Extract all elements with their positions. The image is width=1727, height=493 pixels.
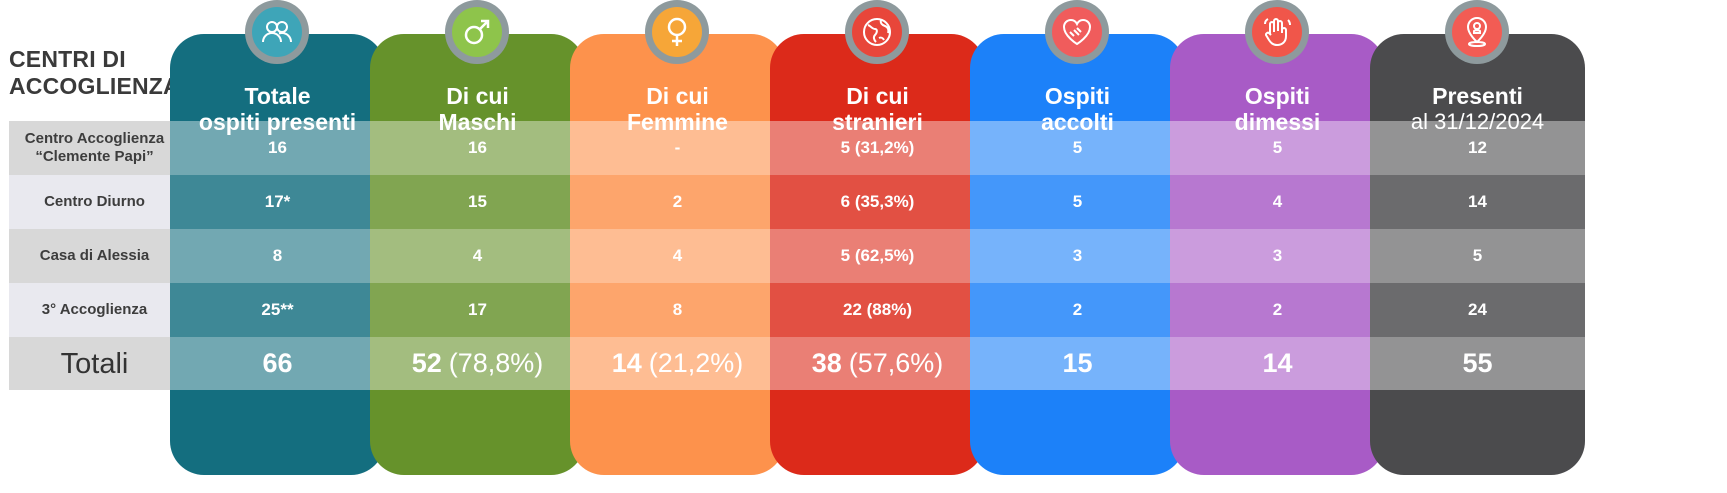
badge-location-pin-icon: [1445, 0, 1509, 64]
location-pin-icon: [1452, 7, 1502, 57]
column-maschi: Di cui Maschi 16 15 4 17 52 (78,8%): [370, 34, 585, 475]
column-header: Totale ospiti presenti: [170, 64, 385, 154]
table-cell: 16: [370, 121, 585, 175]
table-cell: 3: [970, 229, 1185, 283]
column-header: Ospiti dimessi: [1170, 64, 1385, 154]
total-value: 55: [1462, 348, 1493, 378]
total-value: 14: [611, 348, 642, 378]
people-icon: [252, 7, 302, 57]
badge-globe-icon: [845, 0, 909, 64]
total-value: 15: [1062, 348, 1093, 378]
column-header-line2: al 31/12/2024: [1410, 109, 1545, 134]
column-header-line2: stranieri: [832, 109, 923, 135]
total-cell: 14: [1170, 337, 1385, 390]
table-cell: 12: [1370, 121, 1585, 175]
row-label: 3° Accoglienza: [9, 283, 180, 337]
total-percentage: (78,8%): [448, 348, 544, 378]
column-header: Ospiti accolti: [970, 64, 1185, 154]
male-symbol-icon: [452, 7, 502, 57]
badge-handshake-heart-icon: [1045, 0, 1109, 64]
column-header-line1: Ospiti: [1244, 83, 1311, 109]
column-header-line1: Ospiti: [1044, 83, 1111, 109]
column-header-line1: Di cui: [846, 83, 909, 109]
total-value: 52: [411, 348, 442, 378]
page-title: CENTRI DI ACCOGLIENZA: [9, 46, 180, 99]
total-percentage: (21,2%): [648, 348, 744, 378]
row-label-totali: Totali: [9, 337, 180, 390]
total-value: 38: [811, 348, 842, 378]
table-cell: 5 (62,5%): [770, 229, 985, 283]
table-cell: 25**: [170, 283, 385, 337]
column-header-line2: Femmine: [627, 109, 728, 135]
column-femmine: Di cui Femmine -2 4 8 14 (21,2%): [570, 34, 785, 475]
total-value: 14: [1262, 348, 1293, 378]
column-header: Di cui Femmine: [570, 64, 785, 154]
column-header-line1: Presenti: [1432, 83, 1523, 109]
total-cell: 15: [970, 337, 1185, 390]
column-header-line1: Di cui: [446, 83, 509, 109]
column-header-line2: dimessi: [1234, 109, 1321, 135]
column-dimessi: Ospiti dimessi 5 4 3 2 14: [1170, 34, 1385, 475]
table-cell: 4: [570, 229, 785, 283]
total-cell: 38 (57,6%): [770, 337, 985, 390]
table-cell: 5: [1170, 121, 1385, 175]
female-symbol-icon: [652, 7, 702, 57]
table-cell: 8: [570, 283, 785, 337]
table-cell: 4: [370, 229, 585, 283]
total-cell: 66: [170, 337, 385, 390]
table-cell: 24: [1370, 283, 1585, 337]
waving-hand-icon: [1252, 7, 1302, 57]
table-cell: 5 (31,2%): [770, 121, 985, 175]
table-cell: 3: [1170, 229, 1385, 283]
column-header-line2: Maschi: [438, 109, 517, 135]
table-cell: 2: [970, 283, 1185, 337]
table-cell: 16: [170, 121, 385, 175]
table-cell: 14: [1370, 175, 1585, 229]
column-header: Di cui Maschi: [370, 64, 585, 154]
table-cell: -: [570, 121, 785, 175]
column-header-line1: Di cui: [646, 83, 709, 109]
table-cell: 4: [1170, 175, 1385, 229]
badge-people-icon: [245, 0, 309, 64]
total-value: 66: [262, 348, 293, 378]
globe-icon: [852, 7, 902, 57]
total-percentage: (57,6%): [848, 348, 944, 378]
column-stranieri: Di cui stranieri 5 (31,2%) 6 (35,3%) 5 (62,5…: [770, 34, 985, 475]
table-cell: 15: [370, 175, 585, 229]
table-cell: 17*: [170, 175, 385, 229]
badge-male-symbol-icon: [445, 0, 509, 64]
column-presenti: Presenti al 31/12/2024 12 14 5 24 55: [1370, 34, 1585, 475]
table-cell: 8: [170, 229, 385, 283]
total-cell: 55: [1370, 337, 1585, 390]
column-header: Presenti al 31/12/2024: [1370, 64, 1585, 154]
table-cell: 5: [1370, 229, 1585, 283]
table-cell: 22 (88%): [770, 283, 985, 337]
handshake-heart-icon: [1052, 7, 1102, 57]
badge-female-symbol-icon: [645, 0, 709, 64]
total-cell: 14 (21,2%): [570, 337, 785, 390]
table-cell: 5: [970, 121, 1185, 175]
column-header: Di cui stranieri: [770, 64, 985, 154]
column-header-line2: accolti: [1041, 109, 1114, 135]
column-header-line1: Totale: [244, 83, 311, 109]
row-label: Centro Accoglienza “Clemente Papi”: [9, 121, 180, 175]
column-accolti: Ospiti accolti 5 5 3 2 15: [970, 34, 1185, 475]
column-header-line2: ospiti presenti: [198, 109, 357, 135]
table-cell: 2: [1170, 283, 1385, 337]
table-cell: 17: [370, 283, 585, 337]
badge-waving-hand-icon: [1245, 0, 1309, 64]
table-cell: 6 (35,3%): [770, 175, 985, 229]
row-label: Centro Diurno: [9, 175, 180, 229]
total-cell: 52 (78,8%): [370, 337, 585, 390]
column-totale: Totale ospiti presenti 16 17* 8 25** 66: [170, 34, 385, 475]
table-cell: 5: [970, 175, 1185, 229]
row-label: Casa di Alessia: [9, 229, 180, 283]
table-cell: 2: [570, 175, 785, 229]
